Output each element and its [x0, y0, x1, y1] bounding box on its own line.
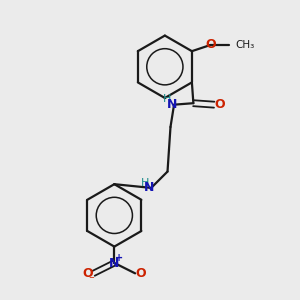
Text: N: N [144, 182, 154, 194]
Text: ⁻: ⁻ [88, 275, 94, 285]
Text: +: + [115, 253, 123, 262]
Text: H: H [163, 94, 172, 104]
Text: N: N [109, 257, 119, 270]
Text: N: N [167, 98, 177, 111]
Text: CH₃: CH₃ [236, 40, 255, 50]
Text: O: O [136, 267, 146, 280]
Text: O: O [214, 98, 225, 111]
Text: O: O [82, 267, 93, 280]
Text: H: H [140, 178, 149, 188]
Text: O: O [205, 38, 216, 51]
